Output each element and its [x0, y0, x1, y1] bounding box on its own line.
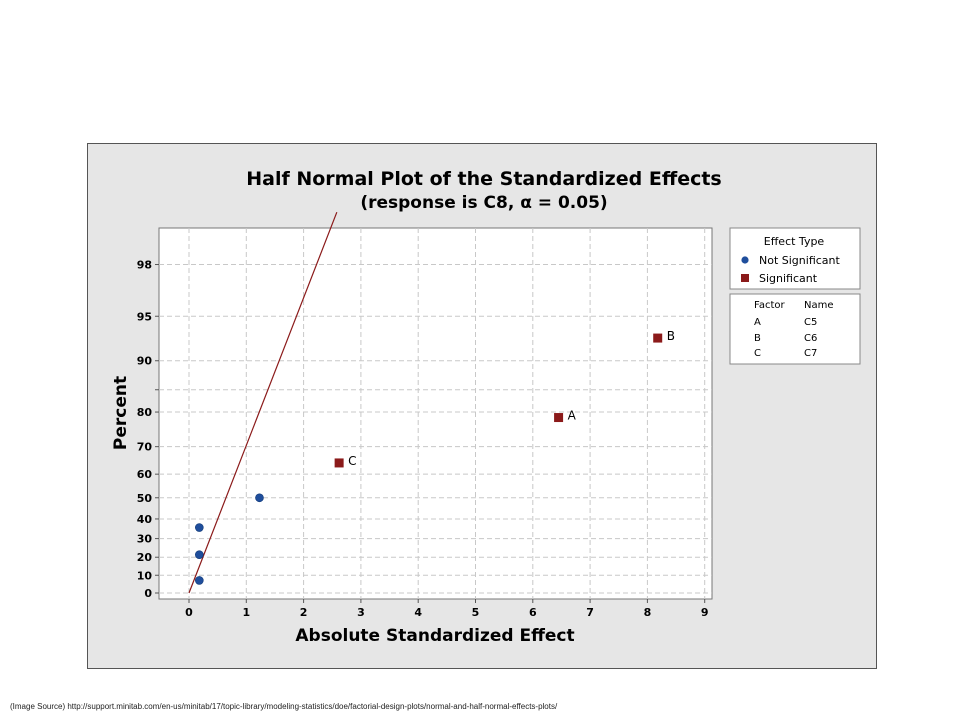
y-tick-label-40: 40 — [137, 513, 153, 526]
x-tick-label-5: 5 — [472, 606, 480, 619]
point-not-significant-1 — [195, 550, 204, 559]
chart-svg: Half Normal Plot of the Standardized Eff… — [111, 168, 861, 646]
point-label-b: B — [667, 329, 675, 343]
y-tick-label-95: 95 — [137, 310, 152, 323]
reference-line — [188, 211, 338, 594]
factor-header-factor: Factor — [754, 300, 785, 311]
chart-title: Half Normal Plot of the Standardized Eff… — [246, 168, 722, 190]
chart-figure: Half Normal Plot of the Standardized Eff… — [87, 143, 877, 669]
y-tick-label-0: 0 — [144, 587, 152, 600]
point-significant-c — [334, 458, 344, 468]
point-not-significant-3 — [255, 493, 264, 503]
x-tick-label-3: 3 — [357, 606, 365, 619]
point-not-significant-2 — [195, 523, 204, 532]
x-tick-label-1: 1 — [242, 606, 250, 619]
y-tick-label-30: 30 — [137, 533, 153, 546]
x-tick-label-9: 9 — [701, 606, 709, 619]
point-label-a: A — [568, 409, 577, 423]
y-tick-label-70: 70 — [137, 441, 153, 454]
x-tick-label-7: 7 — [586, 606, 594, 619]
plot-area — [158, 227, 713, 600]
y-tick-label-10: 10 — [137, 569, 153, 582]
factor-row-c-name: C7 — [804, 348, 817, 359]
data-points: C A B — [195, 329, 675, 585]
y-tick-label-50: 50 — [137, 492, 153, 505]
legend: Effect Type Not Significant Significant — [729, 227, 861, 290]
x-tick-label-0: 0 — [185, 606, 193, 619]
y-tick-label-98: 98 — [137, 259, 152, 272]
image-source-note: (Image Source) http://support.minitab.co… — [10, 702, 558, 711]
legend-item-significant: Significant — [759, 272, 818, 285]
legend-marker-not-significant — [741, 256, 749, 264]
point-not-significant-0 — [195, 576, 204, 585]
factor-header-name: Name — [804, 300, 834, 311]
x-tick-label-4: 4 — [414, 606, 422, 619]
legend-marker-significant — [741, 274, 749, 282]
x-tick-label-6: 6 — [529, 606, 537, 619]
factor-row-a-name: C5 — [804, 317, 817, 328]
x-axis-label: Absolute Standardized Effect — [295, 626, 574, 646]
point-significant-b — [653, 333, 663, 343]
y-tick-label-60: 60 — [137, 468, 153, 481]
chart-subtitle: (response is C8, α = 0.05) — [360, 193, 607, 213]
factor-table-frame — [729, 293, 861, 365]
factor-row-b-name: C6 — [804, 333, 817, 344]
reference-line-group — [188, 211, 338, 594]
factor-table: Factor Name A C5 B C6 C C7 — [729, 293, 861, 365]
point-significant-a — [554, 413, 564, 423]
factor-row-a-factor: A — [754, 317, 761, 328]
legend-title: Effect Type — [764, 235, 825, 248]
x-tick-label-2: 2 — [300, 606, 308, 619]
factor-row-c-factor: C — [754, 348, 761, 359]
y-tick-label-20: 20 — [137, 551, 153, 564]
legend-item-not-significant: Not Significant — [759, 254, 841, 267]
grid-lines — [159, 228, 712, 599]
point-label-c: C — [348, 454, 356, 468]
y-axis-label: Percent — [111, 376, 131, 450]
factor-row-b-factor: B — [754, 333, 761, 344]
x-tick-label-8: 8 — [644, 606, 652, 619]
y-tick-label-90: 90 — [137, 355, 153, 368]
y-tick-label-80: 80 — [137, 406, 153, 419]
legend-frame — [729, 227, 861, 290]
